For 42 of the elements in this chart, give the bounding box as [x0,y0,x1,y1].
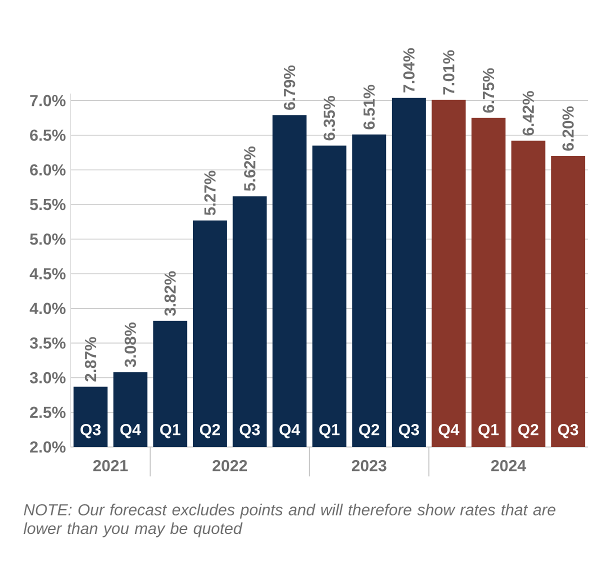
x-tick-label: Q3 [398,424,420,438]
y-tick-label: 6.5% [30,130,66,141]
data-label: 6.79% [284,65,296,110]
data-label: 5.27% [204,170,216,216]
text: 2022 [212,460,247,472]
y-tick-label: 2.5% [30,406,66,418]
y-tick-label: 5.0% [30,233,66,245]
y-tick-label: 7.0% [30,94,66,106]
y-tick-label: 3.0% [30,372,66,384]
x-tick-label: Q4 [438,424,460,438]
data-label: 6.51% [363,84,375,130]
data-label: 6.75% [482,68,494,113]
x-tick-label: Q1 [478,424,499,438]
data-label: 6.20% [562,106,574,151]
y-tick-label: 4.0% [30,302,66,314]
x-tick-label: Q1 [319,424,340,438]
y-tick-label: 3.5% [30,337,66,349]
x-tick-label: Q2 [518,424,538,438]
y-tick-label: 6.0% [30,164,66,176]
x-tick-label: Q3 [240,424,260,438]
data-label: 7.01% [443,50,454,94]
x-tick-label: Q3 [558,424,578,438]
x-tick-label: Q1 [160,424,180,438]
data-label: 2.87% [84,337,96,382]
text: 2021 [93,460,128,472]
text: NOTE: Our forecast excludes points and will therefore show rates that are lower than you may be quoted [24,504,556,538]
x-tick-label: Q3 [80,424,101,438]
x-tick-label: Q2 [359,424,380,438]
text: 2024 [491,460,526,472]
data-label: 5.62% [244,146,256,191]
data-label: 7.04% [403,48,415,92]
text: 2023 [352,460,386,472]
data-label: 6.35% [324,96,336,140]
y-tick-label: 4.5% [30,268,66,280]
data-label: 3.82% [164,271,176,316]
x-tick-label: Q4 [120,424,141,438]
x-tick-label: Q4 [280,424,300,438]
data-label: 3.08% [124,322,136,368]
data-label: 6.42% [522,91,534,136]
y-tick-label: 2.0% [30,441,66,453]
y-tick-label: 5.5% [30,198,66,210]
x-tick-label: Q2 [200,424,220,438]
